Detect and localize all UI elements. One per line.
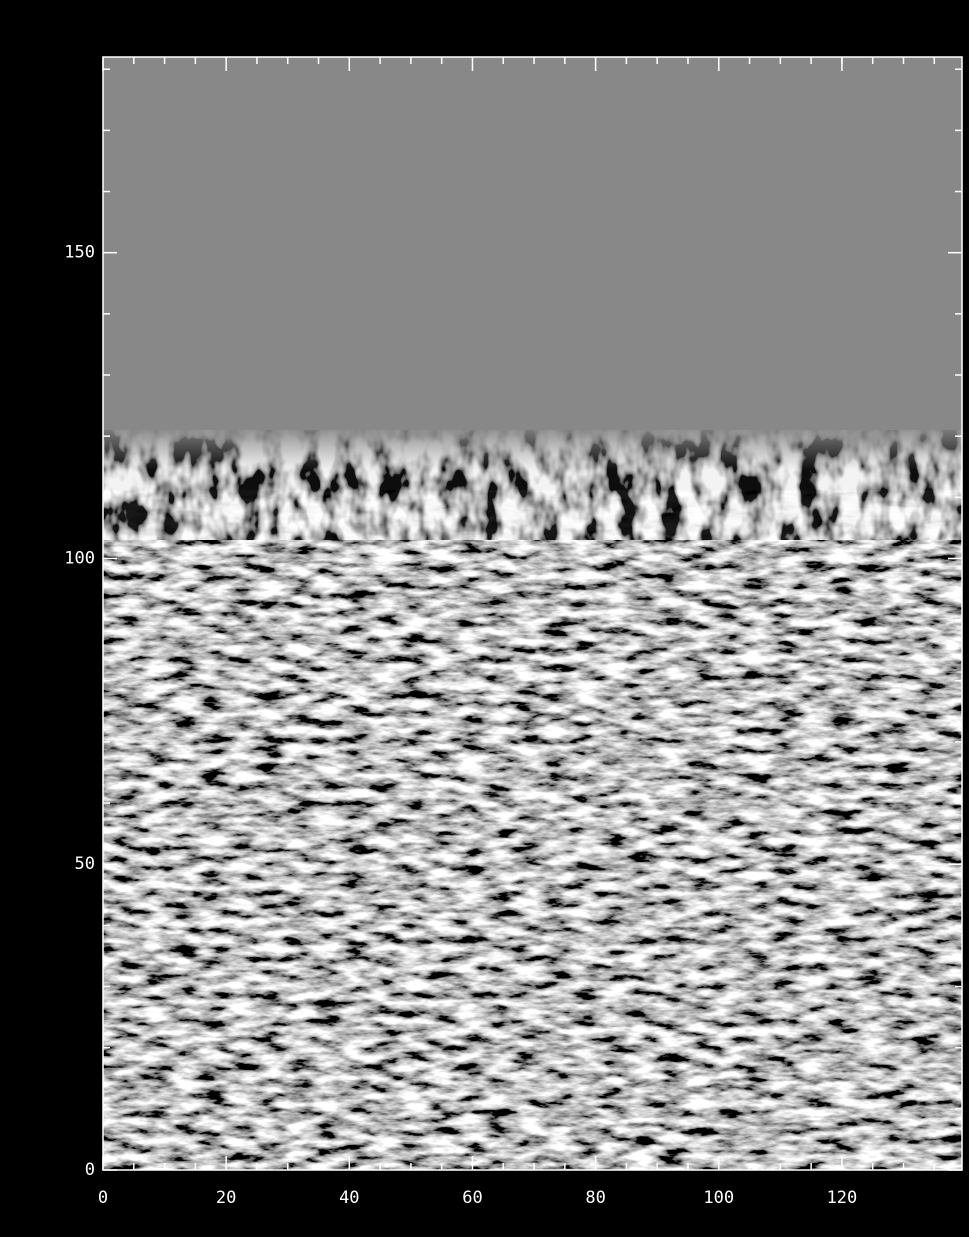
page: {"chart_data": {"type": "image", "xlim":… — [0, 0, 969, 1233]
x-tick-label: 120 — [827, 1188, 858, 1208]
x-tick-label: 80 — [585, 1188, 605, 1208]
y-tick-label: 150 — [64, 243, 95, 263]
y-tick-label: 50 — [75, 854, 95, 874]
x-tick-label: 40 — [339, 1188, 359, 1208]
image — [103, 57, 962, 1170]
x-tick-label: 100 — [703, 1188, 734, 1208]
y-tick-label: 0 — [85, 1160, 95, 1180]
y-tick-label: 100 — [64, 548, 95, 568]
limb-fade — [103, 425, 962, 470]
disk-texture — [103, 490, 962, 1170]
chart: 0 20 40 60 80 100 120 0 50 100 150 — [0, 0, 969, 1233]
x-tick-label: 0 — [98, 1188, 108, 1208]
x-tick-label: 60 — [462, 1188, 482, 1208]
x-tick-label: 20 — [216, 1188, 236, 1208]
